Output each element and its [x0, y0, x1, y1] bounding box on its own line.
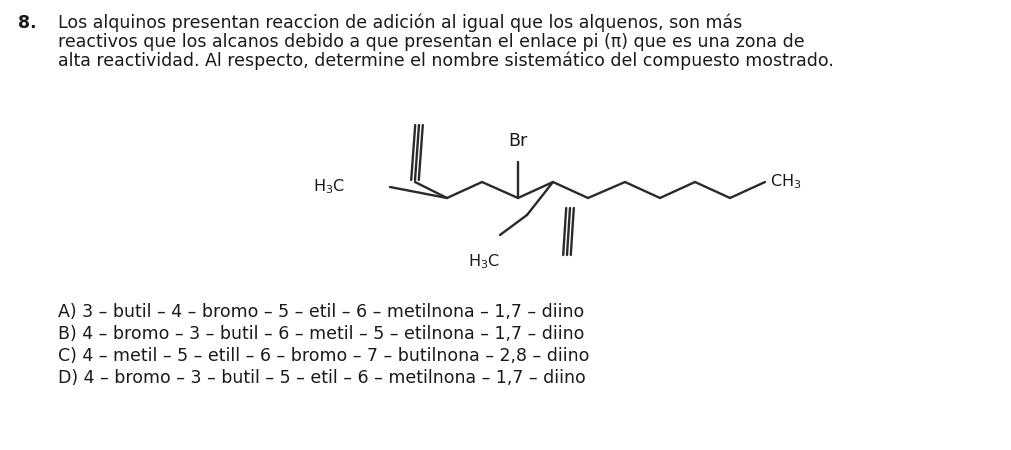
Text: C) 4 – metil – 5 – etill – 6 – bromo – 7 – butilnona – 2,8 – diino: C) 4 – metil – 5 – etill – 6 – bromo – 7…	[58, 347, 588, 365]
Text: 8.: 8.	[18, 14, 36, 32]
Text: Los alquinos presentan reaccion de adición al igual que los alquenos, son más: Los alquinos presentan reaccion de adici…	[58, 14, 741, 32]
Text: B) 4 – bromo – 3 – butil – 6 – metil – 5 – etilnona – 1,7 – diino: B) 4 – bromo – 3 – butil – 6 – metil – 5…	[58, 325, 583, 343]
Text: reactivos que los alcanos debido a que presentan el enlace pi (π) que es una zon: reactivos que los alcanos debido a que p…	[58, 33, 804, 51]
Text: Br: Br	[508, 132, 527, 150]
Text: H$_3$C: H$_3$C	[467, 252, 499, 271]
Text: H$_3$C: H$_3$C	[312, 178, 345, 196]
Text: CH$_3$: CH$_3$	[769, 173, 801, 191]
Text: D) 4 – bromo – 3 – butil – 5 – etil – 6 – metilnona – 1,7 – diino: D) 4 – bromo – 3 – butil – 5 – etil – 6 …	[58, 369, 585, 387]
Text: alta reactividad. Al respecto, determine el nombre sistemático del compuesto mos: alta reactividad. Al respecto, determine…	[58, 52, 833, 71]
Text: A) 3 – butil – 4 – bromo – 5 – etil – 6 – metilnona – 1,7 – diino: A) 3 – butil – 4 – bromo – 5 – etil – 6 …	[58, 303, 583, 321]
